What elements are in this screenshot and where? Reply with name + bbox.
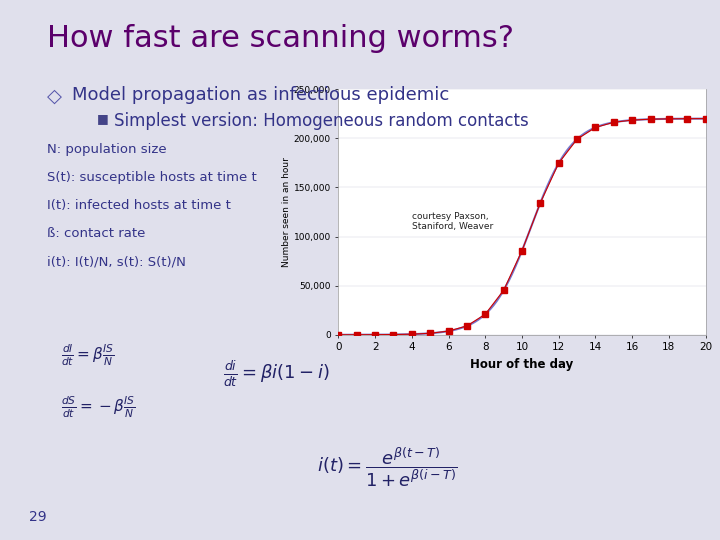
X-axis label: Hour of the day: Hour of the day <box>470 358 574 371</box>
Text: ◇: ◇ <box>47 86 62 105</box>
Text: S(t): susceptible hosts at time t: S(t): susceptible hosts at time t <box>47 171 256 184</box>
Text: ■: ■ <box>97 112 109 125</box>
Text: Simplest version: Homogeneous random contacts: Simplest version: Homogeneous random con… <box>114 112 528 130</box>
Text: ß: contact rate: ß: contact rate <box>47 227 145 240</box>
Text: 29: 29 <box>29 510 46 524</box>
Text: I(t): infected hosts at time t: I(t): infected hosts at time t <box>47 199 230 212</box>
Text: $\frac{di}{dt} = \beta i(1-i)$: $\frac{di}{dt} = \beta i(1-i)$ <box>223 359 330 389</box>
Text: i(t): I(t)/N, s(t): S(t)/N: i(t): I(t)/N, s(t): S(t)/N <box>47 255 186 268</box>
Text: N: population size: N: population size <box>47 143 166 156</box>
Text: $\frac{dS}{dt} = -\beta \frac{IS}{N}$: $\frac{dS}{dt} = -\beta \frac{IS}{N}$ <box>61 394 136 420</box>
Text: $\frac{dI}{dt} = \beta \frac{IS}{N}$: $\frac{dI}{dt} = \beta \frac{IS}{N}$ <box>61 343 114 368</box>
Text: $i(t) = \dfrac{e^{\beta(t-T)}}{1+e^{\beta(i-T)}}$: $i(t) = \dfrac{e^{\beta(t-T)}}{1+e^{\bet… <box>317 446 457 489</box>
Text: courtesy Paxson,
Staniford, Weaver: courtesy Paxson, Staniford, Weaver <box>412 212 493 231</box>
Text: How fast are scanning worms?: How fast are scanning worms? <box>47 24 514 53</box>
Y-axis label: Number seen in an hour: Number seen in an hour <box>282 157 291 267</box>
Text: Model propagation as infectious epidemic: Model propagation as infectious epidemic <box>72 86 449 104</box>
